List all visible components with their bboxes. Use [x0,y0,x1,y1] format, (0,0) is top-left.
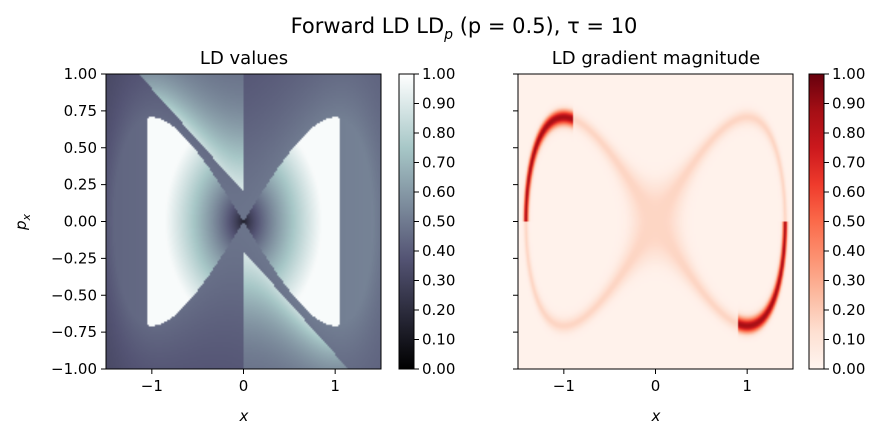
right-x-axis-label: x [651,407,661,425]
right-panel-title: LD gradient magnitude [552,48,761,69]
x-tick-label: 1 [742,377,752,395]
colorbar-tick-label: 0.70 [422,154,455,172]
colorbar-tick-label: 0.70 [832,154,865,172]
colorbar-tick-label: 0.90 [832,95,865,113]
y-tick-label: 0.75 [64,102,97,120]
right-colorbar-ticks: 1.00 0.90 0.80 0.70 0.60 0.50 0.40 0.30 0.20 0.10… [824,65,865,378]
colorbar-tick-label: 0.50 [422,213,455,231]
left-y-axis-label-sub: x [20,213,33,221]
colorbar-tick-label: 0.10 [832,331,865,349]
ld-gradient-image [518,74,793,369]
ld-gradient-heatmap [518,74,793,369]
right-x-ticks: −1 0 1 [553,369,752,395]
suptitle-main: Forward LD LD [291,14,445,38]
left-y-ticks: 1.00 0.75 0.50 0.25 0.00 −0.25 −0.50 −0.75 −1.00 [51,65,106,378]
colorbar-tick-label: 0.30 [832,272,865,290]
left-x-axis-label: x [239,407,249,425]
colorbar-tick-label: 0.20 [832,301,865,319]
y-tick-label: −0.50 [51,286,97,304]
y-tick-label: 0.50 [64,139,97,157]
x-tick-label: 0 [651,377,661,395]
colorbar-tick-label: 0.60 [422,183,455,201]
ld-values-heatmap [106,74,381,369]
colorbar-tick-label: 0.00 [832,360,865,378]
x-tick-label: −1 [553,377,575,395]
left-colorbar-ticks: 1.00 0.90 0.80 0.70 0.60 0.50 0.40 0.30 0.20 0.10… [414,65,455,378]
colorbar-tick-label: 0.50 [832,213,865,231]
left-y-axis-label: px [12,213,33,231]
ld-values-image [106,74,381,369]
colorbar-tick-label: 0.80 [422,124,455,142]
left-x-ticks: −1 0 1 [141,369,340,395]
y-tick-label: −1.00 [51,360,97,378]
colorbar-tick-label: 1.00 [422,65,455,83]
right-y-ticks [513,73,518,370]
right-colorbar [809,74,824,369]
colorbar-tick-label: 0.90 [422,95,455,113]
y-tick-label: 0.25 [64,176,97,194]
left-colorbar [399,74,414,369]
figure-suptitle: Forward LD LDp (p = 0.5), τ = 10 [291,14,638,43]
left-panel-title: LD values [200,48,288,69]
y-tick-label: −0.25 [51,249,97,267]
suptitle-subscript: p [443,27,453,43]
colorbar-tick-label: 0.30 [422,272,455,290]
colorbar-tick-label: 0.10 [422,331,455,349]
colorbar-tick-label: 0.40 [832,242,865,260]
colorbar-tick-label: 0.00 [422,360,455,378]
colorbar-tick-label: 1.00 [832,65,865,83]
colorbar-tick-label: 0.20 [422,301,455,319]
x-tick-label: 0 [239,377,249,395]
colorbar-tick-label: 0.60 [832,183,865,201]
x-tick-label: 1 [330,377,340,395]
suptitle-rest: (p = 0.5), τ = 10 [453,14,637,38]
x-tick-label: −1 [141,377,163,395]
y-tick-label: 1.00 [64,65,97,83]
colorbar-tick-label: 0.40 [422,242,455,260]
y-tick-label: 0.00 [64,213,97,231]
colorbar-tick-label: 0.80 [832,124,865,142]
left-y-axis-label-main: p [12,220,30,231]
y-tick-label: −0.75 [51,323,97,341]
